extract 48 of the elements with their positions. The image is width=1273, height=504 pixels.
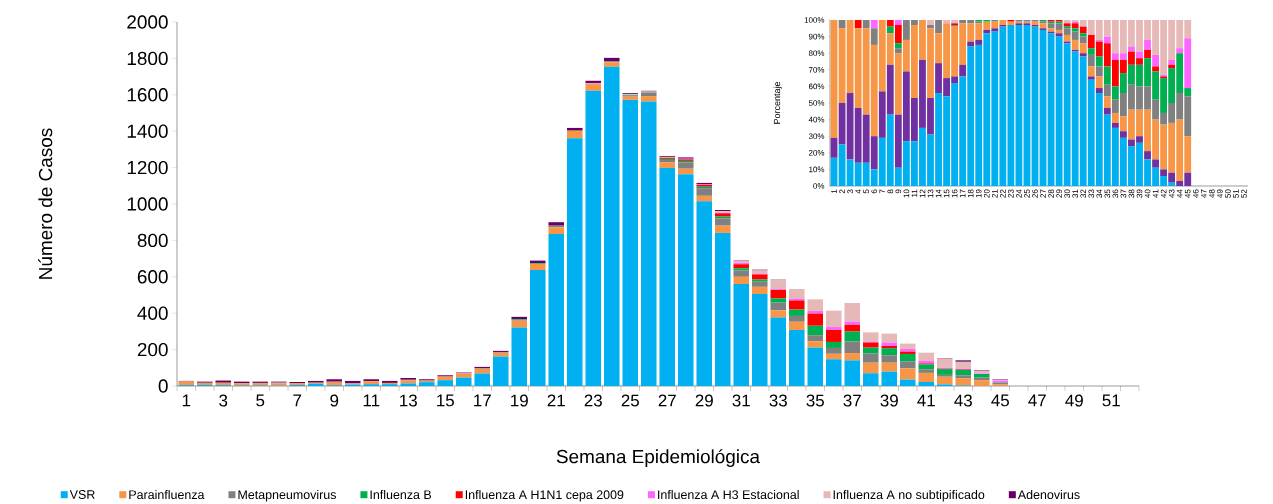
legend-label: Influenza B [370, 489, 432, 500]
legend-label: Adenovirus [1017, 489, 1080, 500]
x-tick-label: 19 [511, 394, 528, 407]
x-tick-label: 5 [256, 394, 265, 407]
legend-label: VSR [69, 490, 95, 499]
y-tick-label: 1600 [127, 88, 168, 102]
x-tick-label: 15 [437, 394, 454, 407]
x-axis-title: Semana Epidemiológica [556, 449, 761, 467]
x-tick-label: 7 [293, 394, 302, 407]
x-tick-label: 47 [1028, 394, 1046, 407]
x-tick-label: 45 [991, 394, 1009, 407]
x-tick-label: 37 [843, 394, 861, 407]
x-tick-label: 33 [769, 394, 787, 407]
y-tick-label: 1200 [127, 160, 168, 175]
y-tick-label: 200 [137, 342, 168, 357]
y-tick-label: 400 [137, 306, 168, 320]
x-tick-label: 21 [547, 394, 565, 407]
x-tick-label: 39 [880, 394, 898, 407]
x-tick-label: 11 [363, 394, 380, 407]
y-tick-label: 1800 [127, 51, 168, 66]
x-tick-label: 35 [806, 394, 824, 407]
y-tick-label: 600 [137, 270, 168, 284]
y-tick-label: 0 [158, 379, 168, 393]
x-tick-label: 13 [400, 394, 417, 407]
x-tick-label: 9 [330, 394, 339, 407]
x-tick-label: 27 [658, 394, 676, 407]
legend-label: Metapneumovirus [238, 489, 336, 502]
x-tick-label: 1 [182, 394, 191, 407]
x-tick-label: 17 [474, 394, 491, 407]
x-tick-label: 23 [584, 394, 602, 407]
x-tick-label: 43 [954, 394, 972, 407]
x-tick-label: 49 [1065, 394, 1083, 407]
y-axis-title: Porcentaje [773, 81, 782, 124]
x-tick-label: 25 [621, 394, 639, 407]
x-tick-label: 29 [695, 394, 713, 407]
y-tick-label: 1400 [127, 124, 168, 138]
x-tick-label: 31 [732, 394, 750, 407]
y-axis-title: Número de Casos [38, 128, 53, 279]
y-tick-label: 2000 [127, 15, 168, 29]
legend-label: Influenza A H3 Estacional [658, 489, 799, 500]
legend-label: Parainfluenza [129, 489, 205, 500]
y-tick-label: 1000 [127, 197, 168, 211]
legend-label: Influenza A H1N1 cepa 2009 [465, 489, 624, 502]
y-tick-label: 800 [137, 233, 168, 248]
x-tick-label: 41 [917, 394, 935, 407]
legend-label: Influenza A no subtipificado [833, 489, 985, 502]
x-tick-label: 51 [1102, 394, 1120, 407]
x-tick-label: 3 [219, 394, 228, 407]
